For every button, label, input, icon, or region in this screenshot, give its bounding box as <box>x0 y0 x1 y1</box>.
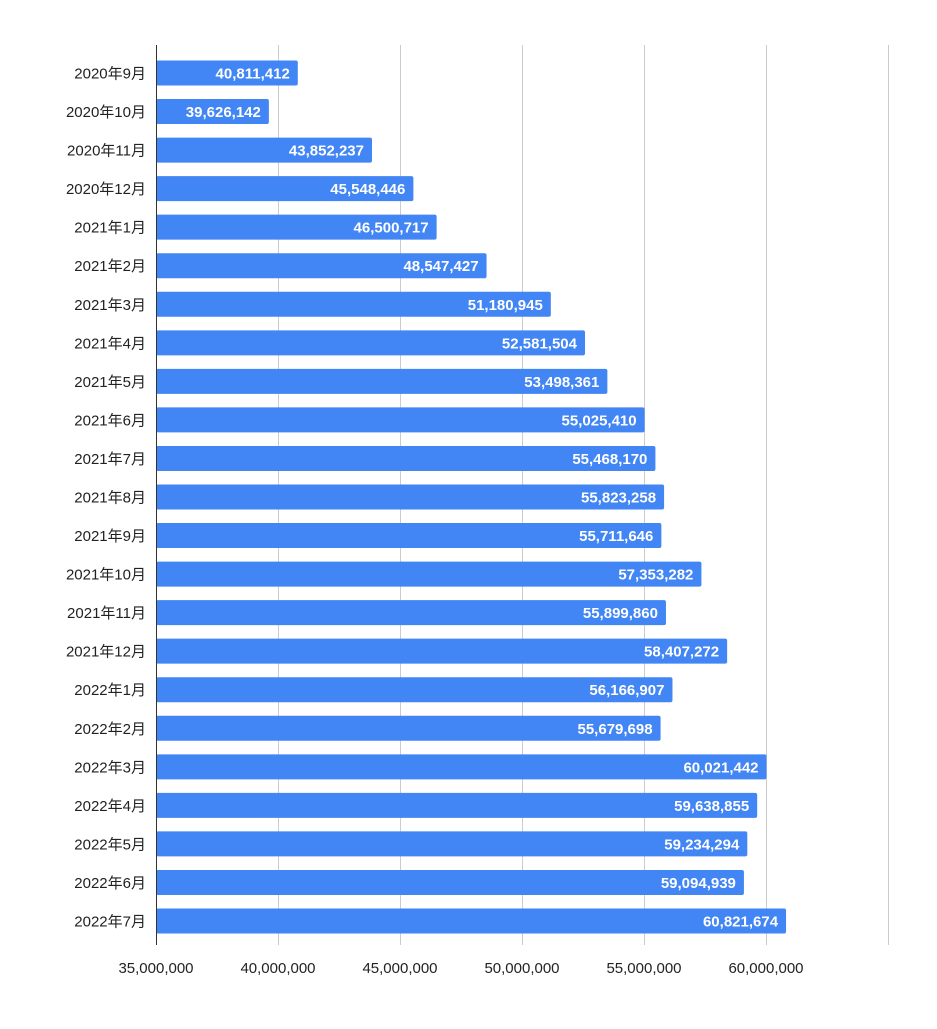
data-label: 59,094,939 <box>661 875 736 892</box>
x-tick-label: 40,000,000 <box>240 960 315 977</box>
data-label: 52,581,504 <box>502 335 578 352</box>
bar <box>156 638 728 664</box>
bar <box>156 715 661 741</box>
x-tick-label: 45,000,000 <box>362 960 437 977</box>
bar <box>156 407 645 433</box>
data-label: 53,498,361 <box>524 374 599 391</box>
bar <box>156 214 437 240</box>
data-label: 46,500,717 <box>354 220 429 237</box>
category-label: 2021年8月 <box>74 490 146 507</box>
data-label: 59,234,294 <box>664 836 740 853</box>
x-tick-label: 55,000,000 <box>606 960 681 977</box>
bar <box>156 176 414 202</box>
category-label: 2022年3月 <box>74 759 146 776</box>
data-labels: 40,811,412 39,626,142 43,852,237 45,548,446… <box>186 66 779 931</box>
category-label: 2021年10月 <box>66 567 146 584</box>
data-label: 55,468,170 <box>572 451 647 468</box>
data-label: 59,638,855 <box>674 798 749 815</box>
x-tick-label: 35,000,000 <box>118 960 193 977</box>
data-label: 56,166,907 <box>589 682 664 699</box>
category-label: 2021年2月 <box>74 258 146 275</box>
category-label: 2020年9月 <box>74 66 146 83</box>
category-label: 2021年1月 <box>74 220 146 237</box>
data-label: 55,823,258 <box>581 490 656 507</box>
data-label: 55,711,646 <box>579 528 653 545</box>
category-label: 2021年12月 <box>66 644 146 661</box>
category-label: 2022年6月 <box>74 875 146 892</box>
x-tick-label: 60,000,000 <box>728 960 803 977</box>
bar <box>156 831 748 857</box>
x-tick-label: 50,000,000 <box>484 960 559 977</box>
bar <box>156 600 666 626</box>
bar <box>156 330 585 356</box>
bars <box>156 60 787 934</box>
category-label: 2021年5月 <box>74 374 146 391</box>
bar <box>156 137 372 163</box>
data-label: 40,811,412 <box>216 66 290 83</box>
category-label: 2021年3月 <box>74 297 146 314</box>
category-label: 2022年2月 <box>74 721 146 738</box>
data-label: 60,821,674 <box>703 914 779 931</box>
bar <box>156 253 487 279</box>
data-label: 43,852,237 <box>289 143 364 160</box>
bar <box>156 445 656 471</box>
bar <box>156 792 758 818</box>
data-label: 55,899,860 <box>583 605 658 622</box>
category-label: 2020年11月 <box>67 143 146 160</box>
bar <box>156 677 673 703</box>
category-label: 2021年4月 <box>74 335 146 352</box>
bar <box>156 99 269 125</box>
bar <box>156 60 298 86</box>
category-labels: 2020年9月 2020年10月 2020年11月 2020年12月 2021年1月 20… <box>66 66 146 931</box>
category-label: 2020年12月 <box>66 181 146 198</box>
bar <box>156 908 787 934</box>
category-label: 2020年10月 <box>66 104 146 121</box>
bar <box>156 561 702 587</box>
category-label: 2022年5月 <box>74 836 146 853</box>
data-label: 39,626,142 <box>186 104 261 121</box>
bar <box>156 368 608 394</box>
category-label: 2022年4月 <box>74 798 146 815</box>
bar <box>156 291 551 317</box>
bar <box>156 869 744 895</box>
data-label: 48,547,427 <box>403 258 478 275</box>
category-label: 2022年7月 <box>74 914 146 931</box>
category-label: 2022年1月 <box>74 682 146 699</box>
data-label: 45,548,446 <box>330 181 405 198</box>
data-label: 60,021,442 <box>683 759 758 776</box>
bar <box>156 484 665 510</box>
category-label: 2021年6月 <box>74 412 146 429</box>
category-label: 2021年11月 <box>67 605 146 622</box>
bar <box>156 523 662 549</box>
data-label: 57,353,282 <box>618 567 693 584</box>
data-label: 51,180,945 <box>468 297 543 314</box>
category-label: 2021年9月 <box>74 528 146 545</box>
bar <box>156 754 767 780</box>
data-label: 55,025,410 <box>562 412 637 429</box>
data-label: 55,679,698 <box>578 721 653 738</box>
x-axis-tick-labels: 35,000,000 40,000,000 45,000,000 50,000,000… <box>118 960 803 977</box>
category-label: 2021年7月 <box>74 451 146 468</box>
data-label: 58,407,272 <box>644 644 719 661</box>
